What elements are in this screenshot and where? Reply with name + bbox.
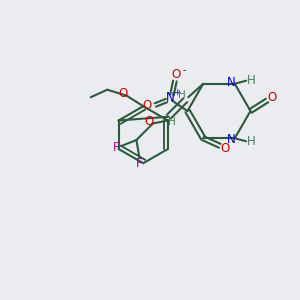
Text: H: H [247, 74, 256, 87]
Text: -: - [183, 65, 186, 75]
Text: O: O [220, 142, 230, 155]
Text: N: N [166, 91, 175, 104]
Text: N: N [227, 133, 236, 146]
Text: O: O [145, 116, 154, 128]
Text: O: O [172, 68, 181, 82]
Text: N: N [227, 76, 236, 89]
Text: O: O [268, 91, 277, 104]
Text: H: H [178, 90, 185, 100]
Text: F: F [136, 157, 143, 170]
Text: O: O [142, 98, 152, 112]
Text: H: H [169, 117, 176, 127]
Text: +: + [174, 88, 181, 97]
Text: F: F [113, 141, 119, 154]
Text: O: O [118, 87, 128, 100]
Text: H: H [247, 135, 256, 148]
